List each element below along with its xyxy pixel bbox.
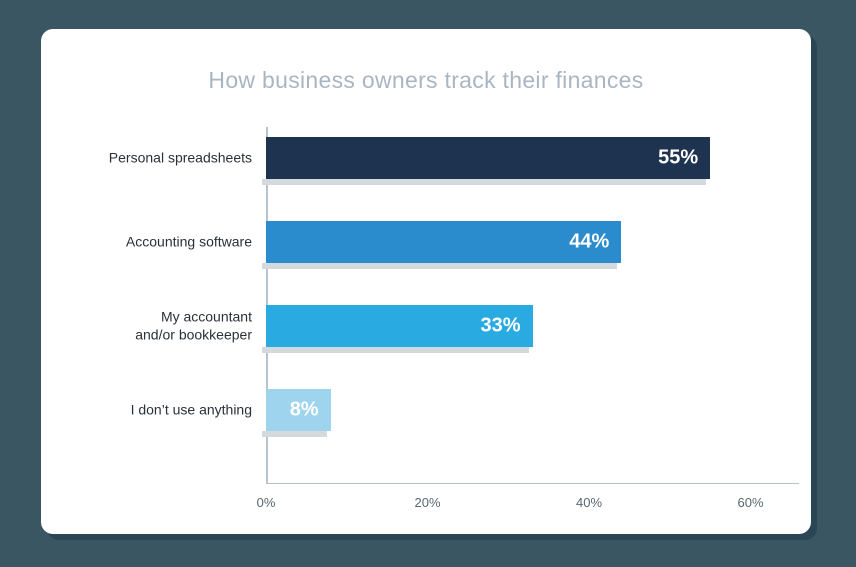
x-tick-label: 40%: [576, 495, 602, 510]
bar-row: I don’t use anything8%: [266, 389, 799, 431]
bar-shadow: [262, 179, 706, 185]
bar: 44%: [266, 221, 621, 263]
bar-value-label: 8%: [290, 399, 319, 422]
chart-plot-area: Personal spreadsheets55% Accounting softw…: [266, 127, 799, 483]
bar: 33%: [266, 305, 533, 347]
category-label: Personal spreadsheets: [82, 149, 266, 167]
x-tick-label: 20%: [414, 495, 440, 510]
bar-row: Accounting software44%: [266, 221, 799, 263]
chart-title: How business owners track their finances: [41, 67, 811, 94]
bar-value-label: 33%: [480, 315, 520, 338]
bar-row: My accountant and/or bookkeeper33%: [266, 305, 799, 347]
bar: 55%: [266, 137, 710, 179]
category-label: I don’t use anything: [82, 401, 266, 419]
x-tick-label: 0%: [257, 495, 276, 510]
bar: 8%: [266, 389, 331, 431]
x-axis-line: [266, 483, 799, 484]
bar-shadow: [262, 431, 327, 437]
bar-row: Personal spreadsheets55%: [266, 137, 799, 179]
category-label: My accountant and/or bookkeeper: [82, 309, 266, 344]
chart-card: How business owners track their finances…: [41, 29, 811, 534]
category-label: Accounting software: [82, 233, 266, 251]
bar-value-label: 44%: [569, 231, 609, 254]
bar-shadow: [262, 263, 617, 269]
x-tick-label: 60%: [738, 495, 764, 510]
bar-value-label: 55%: [658, 147, 698, 170]
bar-shadow: [262, 347, 529, 353]
